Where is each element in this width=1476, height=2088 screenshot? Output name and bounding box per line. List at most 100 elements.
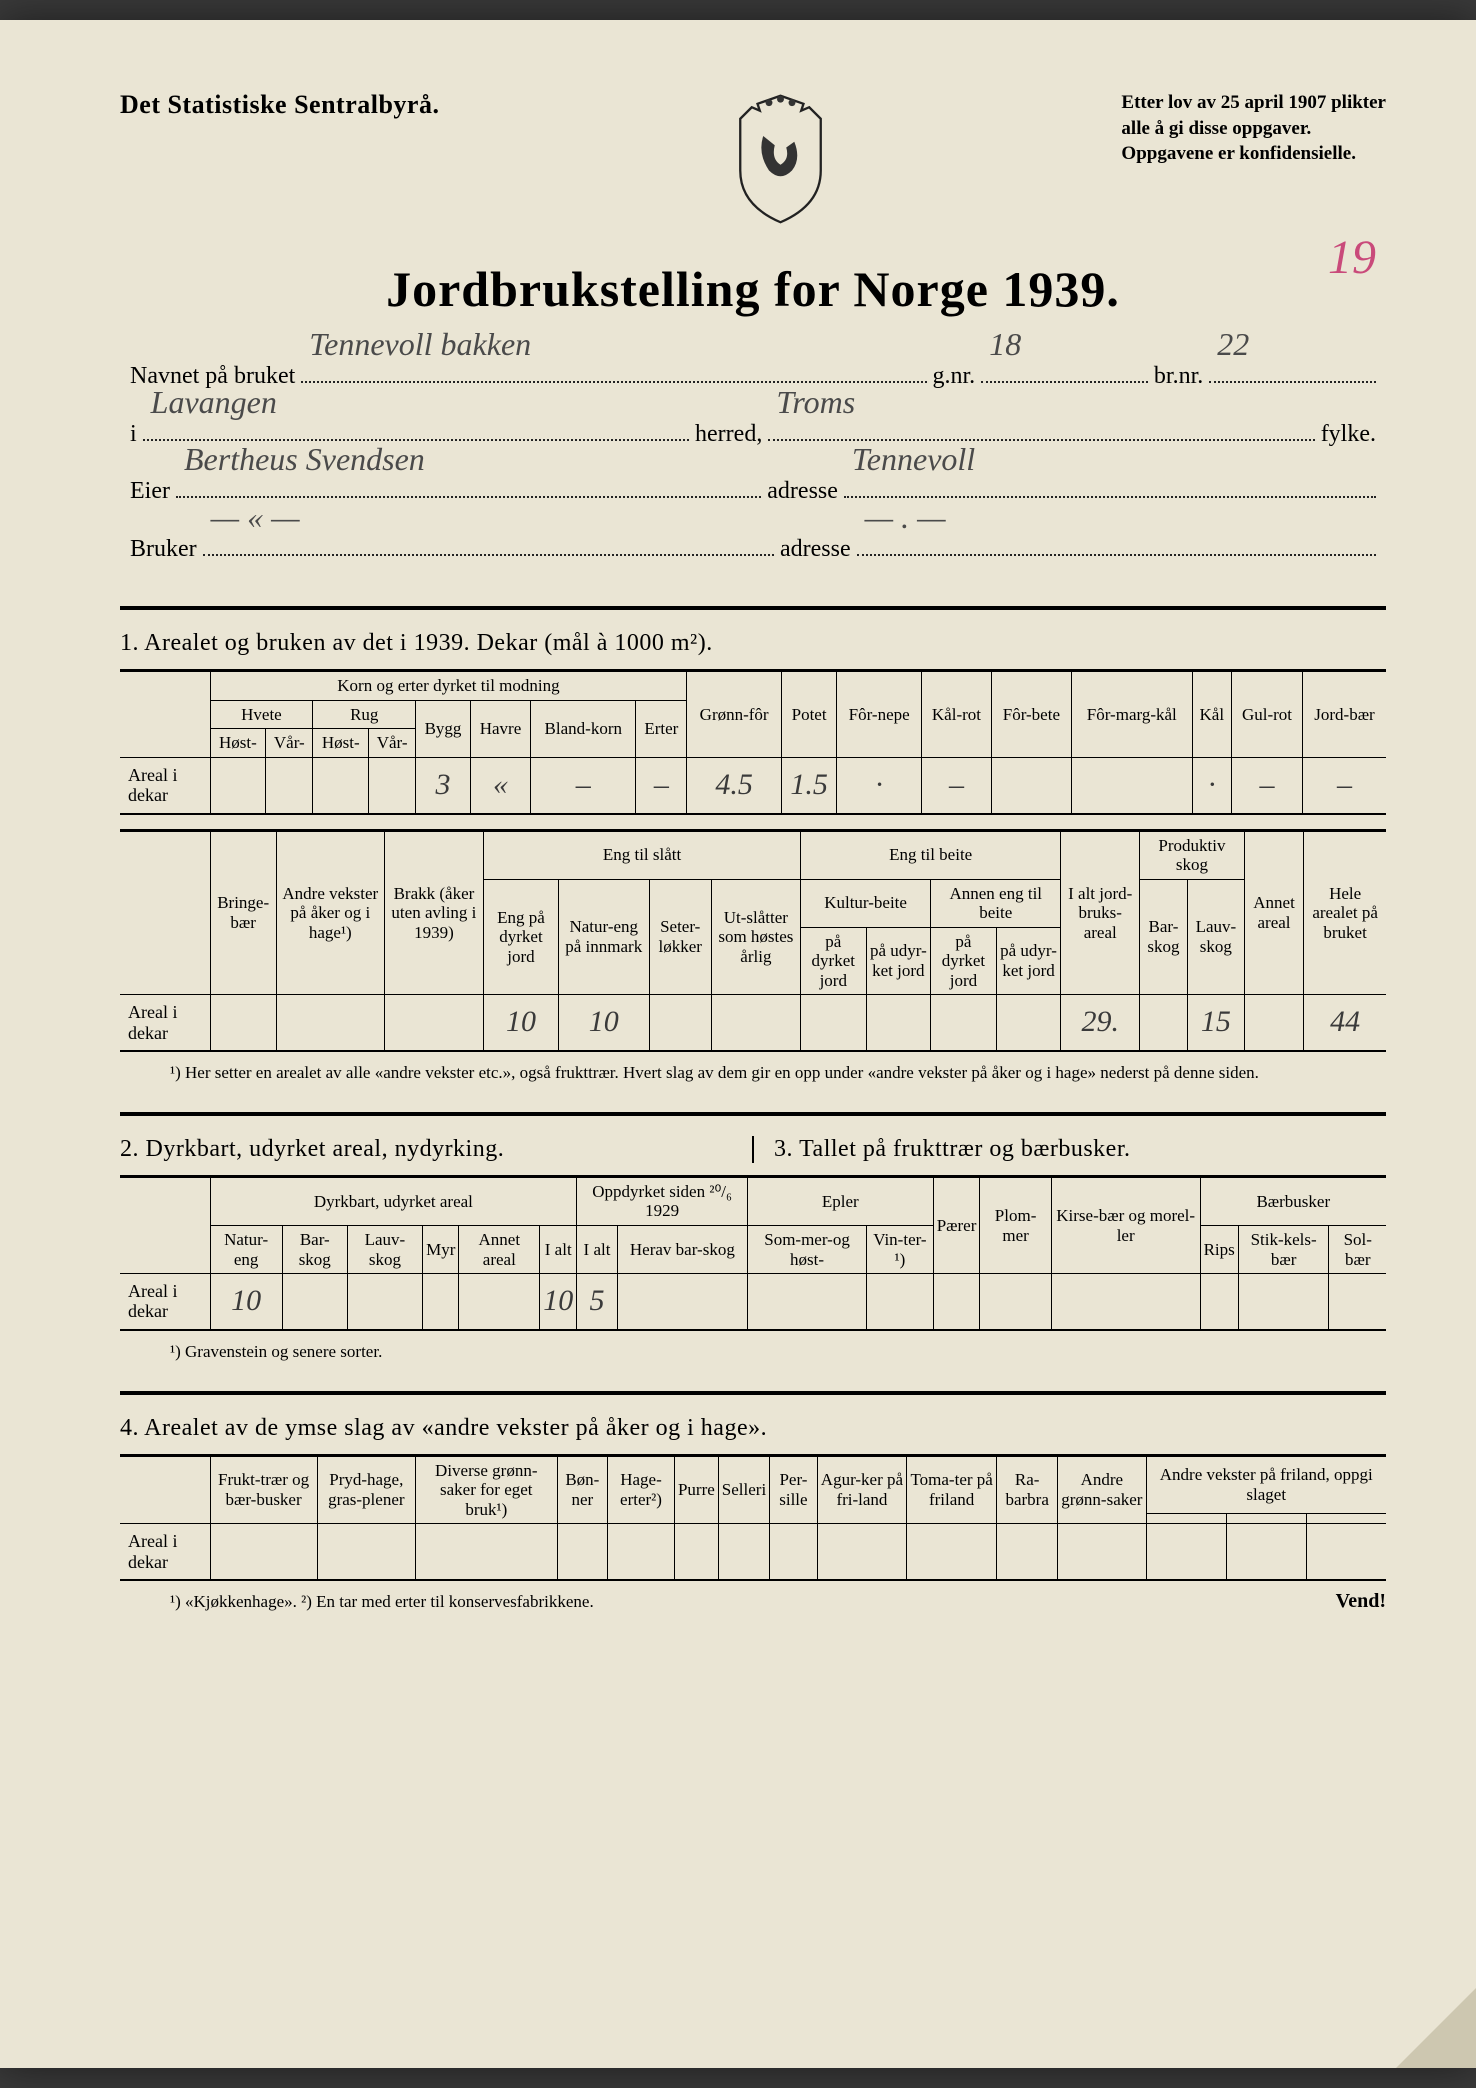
- section-1-title: 1. Arealet og bruken av det i 1939. Deka…: [120, 630, 1386, 657]
- label-fylke: fylke.: [1321, 406, 1376, 464]
- table-1a: Korn og erter dyrket til modning Grønn-f…: [120, 669, 1386, 814]
- h-engpd: Eng på dyrket jord: [484, 879, 559, 995]
- label-adresse-1: adresse: [767, 463, 838, 521]
- h-eng-slatt: Eng til slått: [484, 830, 801, 879]
- d-kalrot: –: [922, 758, 992, 814]
- h-blandkorn: Bland-korn: [531, 700, 636, 757]
- cell: [210, 1524, 317, 1580]
- h-vinter: Vin-ter-¹): [867, 1226, 934, 1274]
- h-hele-areal: Hele arealet på bruket: [1304, 830, 1386, 995]
- h-bonner: Bøn-ner: [557, 1455, 607, 1524]
- h-plommer: Plom-mer: [980, 1176, 1051, 1273]
- h-havre: Havre: [470, 700, 530, 757]
- cell: [1140, 995, 1188, 1051]
- footnote-1: ¹) Her setter en arealet av alle «andre …: [170, 1062, 1386, 1084]
- legal-line-3: Oppgavene er konfidensielle.: [1121, 143, 1356, 164]
- h-agurker: Agur-ker på fri-land: [817, 1455, 907, 1524]
- h-hvete: Hvete: [210, 700, 313, 729]
- label-gnr: g.nr.: [933, 348, 976, 406]
- h-korn: Korn og erter dyrket til modning: [210, 671, 687, 701]
- d-fornepe: ·: [837, 758, 922, 814]
- d-ialt: 29.: [1061, 995, 1140, 1051]
- h-rug: Rug: [313, 700, 416, 729]
- divider-2: [120, 1112, 1386, 1116]
- cell: [317, 1524, 415, 1580]
- cell: [210, 995, 276, 1051]
- table-4: Frukt-trær og bær-busker Pryd-hage, gras…: [120, 1454, 1386, 1581]
- h-ialt-jord: I alt jord-bruks-areal: [1061, 830, 1140, 995]
- cell: [1238, 1274, 1329, 1330]
- legal-line-1: Etter lov av 25 april 1907 plikter: [1121, 92, 1386, 113]
- fylke-value: Troms: [776, 364, 855, 441]
- cell: [867, 1274, 934, 1330]
- cell: [1226, 1524, 1306, 1580]
- h-frukt: Frukt-trær og bær-busker: [210, 1455, 317, 1524]
- cell: [1226, 1513, 1306, 1524]
- document-page: Det Statistiske Sentralbyrå. Etter lov a…: [0, 20, 1476, 2068]
- cell: [1146, 1524, 1226, 1580]
- row-areal-1a: Areal i dekar: [120, 758, 210, 814]
- section-2-title: 2. Dyrkbart, udyrket areal, nydyrking.: [120, 1136, 732, 1163]
- d-erter: –: [636, 758, 687, 814]
- d-bygg: 3: [416, 758, 471, 814]
- cell: [1306, 1513, 1386, 1524]
- h-utslatt: Ut-slåtter som høstes årlig: [711, 879, 800, 995]
- h-gronnfor: Grønn-fôr: [687, 671, 782, 758]
- cell: [997, 1524, 1058, 1580]
- gnr-value: 18: [989, 306, 1021, 383]
- cell: [313, 758, 369, 814]
- header-row: Det Statistiske Sentralbyrå. Etter lov a…: [120, 90, 1386, 230]
- h-andre-vekster: Andre vekster på åker og i hage¹): [276, 830, 384, 995]
- h-bringebar: Bringe-bær: [210, 830, 276, 995]
- d-kal: ·: [1192, 758, 1231, 814]
- h-diverse: Diverse grønn-saker for eget bruk¹): [415, 1455, 557, 1524]
- h-myr: Myr: [423, 1226, 459, 1274]
- farm-name: Tennevoll bakken: [309, 306, 531, 383]
- h-herav: Herav bar-skog: [617, 1226, 747, 1274]
- cell: [459, 1274, 540, 1330]
- row-areal-2: Areal i dekar: [120, 1274, 210, 1330]
- h-barbusker: Bærbusker: [1200, 1176, 1386, 1225]
- d-bland: –: [531, 758, 636, 814]
- d-havre: «: [470, 758, 530, 814]
- cell: [369, 758, 416, 814]
- h-var-2: Vår-: [369, 729, 416, 758]
- cell: [1329, 1274, 1386, 1330]
- h-brakk: Brakk (åker uten avling i 1939): [384, 830, 483, 995]
- h-dyrk-1: på dyrket jord: [800, 927, 866, 995]
- cell: [996, 995, 1061, 1051]
- d-jordbar: –: [1302, 758, 1386, 814]
- h-udyrk-2: på udyr-ket jord: [996, 927, 1061, 995]
- d-natur-2: 10: [210, 1274, 282, 1330]
- h-hageerter: Hage-erter²): [608, 1455, 675, 1524]
- legal-notice: Etter lov av 25 april 1907 plikter alle …: [1121, 90, 1386, 167]
- h-solbær: Sol-bær: [1329, 1226, 1386, 1274]
- h-annen-eng: Annen eng til beite: [931, 879, 1061, 927]
- cell: [1306, 1524, 1386, 1580]
- bruker-value: — « —: [211, 479, 300, 556]
- h-tomater: Toma-ter på friland: [907, 1455, 997, 1524]
- coat-of-arms-icon: [723, 90, 838, 230]
- label-i: i: [130, 406, 137, 464]
- h-forbete: Fôr-bete: [991, 671, 1071, 758]
- divider-3: [120, 1391, 1386, 1395]
- h-rabarbra: Ra-barbra: [997, 1455, 1058, 1524]
- h-dyrk-2: på dyrket jord: [931, 927, 997, 995]
- legal-line-2: alle å gi disse oppgaver.: [1121, 118, 1311, 139]
- cell: [933, 1274, 980, 1330]
- h-oppdyrket: Oppdyrket siden ²⁰/₆ 1929: [577, 1176, 748, 1225]
- cell: [980, 1274, 1051, 1330]
- section-3-title: 3. Tallet på frukttrær og bærbusker.: [774, 1136, 1386, 1163]
- cell: [1200, 1274, 1238, 1330]
- h-ialt-2b: I alt: [577, 1226, 618, 1274]
- cell: [608, 1524, 675, 1580]
- divider-1: [120, 606, 1386, 610]
- h-fornepe: Fôr-nepe: [837, 671, 922, 758]
- h-formargkal: Fôr-marg-kål: [1071, 671, 1192, 758]
- d-engpd: 10: [484, 995, 559, 1051]
- cell: [1244, 995, 1303, 1051]
- h-host-2: Høst-: [313, 729, 369, 758]
- d-ialt2-2: 5: [577, 1274, 618, 1330]
- label-eier: Eier: [130, 463, 170, 521]
- h-parer: Pærer: [933, 1176, 980, 1273]
